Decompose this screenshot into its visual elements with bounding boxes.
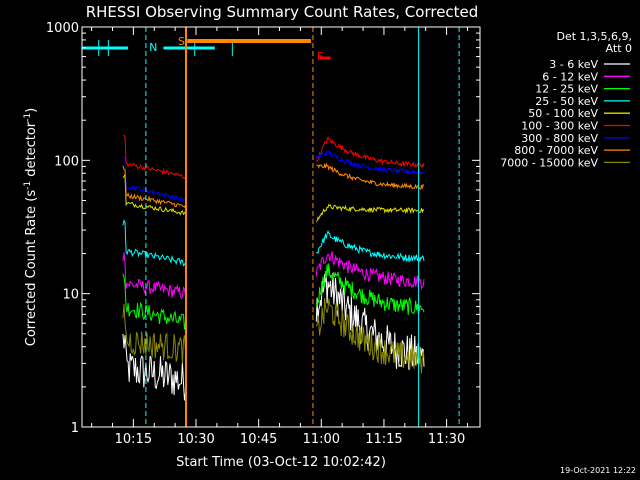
x-tick-label: 10:45 [240, 432, 277, 447]
legend-entry-label: 3 - 6 keV [549, 58, 598, 71]
series-line-3-segment-2 [315, 263, 425, 316]
series-line-9-segment-2 [315, 298, 425, 374]
series-line-6-segment-1 [122, 134, 186, 180]
series-line-5-segment-2 [315, 203, 425, 222]
axis-layer: 10:15 10:30 10:45 11:00 11:15 11:30 1 10 100 1000 [46, 21, 480, 447]
x-tick-label: 11:00 [303, 432, 340, 447]
legend-header-line: Det 1,3,5,6,9, [556, 30, 632, 43]
series-line-2-segment-2 [315, 251, 425, 290]
series-line-8-segment-2 [316, 162, 425, 191]
y-axis-label-part2: detector [24, 121, 39, 181]
y-axis-label-part3: ) [24, 108, 39, 113]
flare-marker-label: F [317, 50, 323, 63]
y-axis-label-sup1: -1 [23, 181, 33, 190]
series-line-2-segment-1 [122, 252, 187, 299]
y-tick-label: 100 [54, 154, 79, 169]
series-line-8-segment-1 [122, 165, 187, 208]
series-line-1-segment-1 [122, 333, 187, 401]
x-tick-label: 10:15 [115, 432, 152, 447]
chart-title: RHESSI Observing Summary Count Rates, Co… [86, 3, 479, 21]
series-line-9-segment-1 [122, 303, 187, 364]
series-line-5-segment-1 [122, 174, 187, 216]
x-tick-label: 11:15 [365, 432, 402, 447]
annotation-layer: N S F [82, 27, 460, 427]
series-line-7-segment-2 [315, 149, 425, 176]
y-tick-label: 1 [71, 421, 79, 436]
legend-entry-label: 12 - 25 keV [535, 83, 598, 96]
generation-timestamp: 19-Oct-2021 12:22 [560, 466, 636, 475]
legend-entry-label: 300 - 800 keV [521, 132, 598, 145]
legend-header-line: Att 0 [606, 42, 632, 55]
y-axis-label-part1: Corrected Count Rate (s [24, 190, 39, 347]
legend-entry-label: 800 - 7000 keV [514, 144, 598, 157]
legend-entry-label: 25 - 50 keV [535, 95, 598, 108]
y-tick-label: 10 [62, 288, 79, 303]
legend-entry-label: 100 - 300 keV [521, 120, 598, 133]
legend-entry-label: 6 - 12 keV [542, 70, 598, 83]
series-line-4-segment-1 [122, 219, 187, 267]
x-tick-label: 10:30 [177, 432, 214, 447]
y-tick-label: 1000 [46, 21, 79, 36]
y-axis-label-sup2: -1 [23, 113, 33, 122]
series-line-6-segment-2 [316, 135, 425, 169]
y-axis-label: Corrected Count Rate (s-1 detector-1) [23, 108, 39, 346]
series-line-1-segment-2 [315, 272, 425, 371]
series-layer [122, 134, 425, 401]
night-marker-label: N [149, 41, 157, 54]
x-tick-label: 11:30 [428, 432, 465, 447]
series-line-4-segment-2 [316, 229, 425, 263]
legend-entry-label: 7000 - 15000 keV [500, 156, 598, 169]
x-axis-label: Start Time (03-Oct-12 10:02:42) [176, 455, 386, 470]
legend-entry-label: 50 - 100 keV [528, 107, 598, 120]
plot-frame [81, 26, 481, 428]
saa-marker-label: S [178, 35, 185, 48]
series-line-7-segment-1 [122, 155, 186, 203]
series-line-3-segment-1 [122, 273, 187, 330]
